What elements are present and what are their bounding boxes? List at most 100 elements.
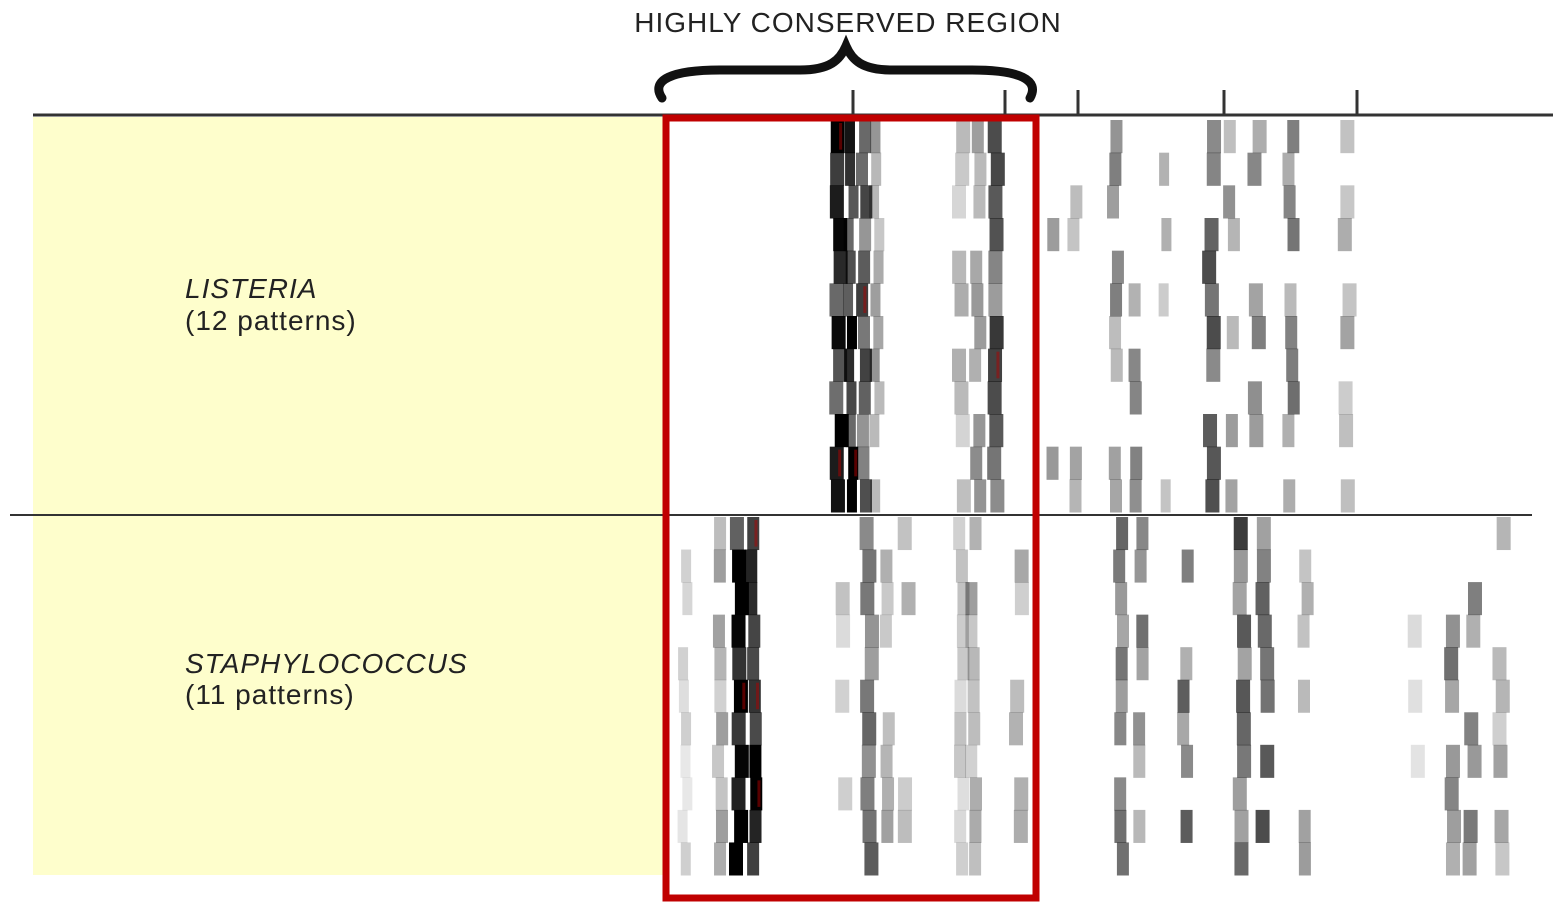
band xyxy=(861,744,876,778)
band xyxy=(1297,614,1310,648)
group-name: STAPHYLOCOCCUS xyxy=(185,648,468,679)
band xyxy=(1494,809,1509,843)
band xyxy=(1247,152,1262,186)
band xyxy=(1110,348,1123,382)
band xyxy=(1109,152,1122,186)
band xyxy=(1445,744,1460,778)
band xyxy=(869,414,880,448)
band xyxy=(952,348,967,382)
band xyxy=(1109,479,1122,513)
band xyxy=(1447,809,1462,843)
band xyxy=(863,286,867,313)
band-patterns xyxy=(677,120,1511,876)
band xyxy=(954,283,969,317)
band xyxy=(1260,679,1275,713)
band xyxy=(956,614,969,648)
band xyxy=(1248,283,1263,317)
band xyxy=(757,780,761,807)
band xyxy=(838,449,842,477)
band xyxy=(747,647,760,681)
band xyxy=(989,316,1004,350)
band xyxy=(860,582,875,616)
band xyxy=(829,381,844,415)
band xyxy=(1010,679,1025,713)
band xyxy=(1338,381,1353,415)
band xyxy=(1493,744,1508,778)
band xyxy=(956,479,971,513)
band xyxy=(854,449,858,477)
band xyxy=(969,842,982,876)
band xyxy=(956,842,969,876)
band xyxy=(714,647,727,681)
band xyxy=(1340,316,1355,350)
band xyxy=(1342,283,1357,317)
band xyxy=(677,809,688,843)
band xyxy=(756,682,760,710)
band xyxy=(1130,446,1143,480)
band xyxy=(973,185,986,219)
band xyxy=(955,414,970,448)
band xyxy=(1111,250,1124,284)
band xyxy=(988,185,1003,219)
band xyxy=(1408,679,1423,713)
band xyxy=(715,777,728,811)
band xyxy=(869,185,880,219)
band xyxy=(1492,647,1507,681)
band xyxy=(836,614,851,648)
band xyxy=(729,842,744,876)
band xyxy=(860,185,873,219)
band xyxy=(747,842,760,876)
band xyxy=(714,517,727,551)
band xyxy=(971,120,984,154)
band xyxy=(829,185,844,219)
band xyxy=(1495,679,1510,713)
band xyxy=(897,517,912,551)
band xyxy=(1115,647,1128,681)
band xyxy=(1181,744,1194,778)
band xyxy=(1116,517,1129,551)
band xyxy=(1014,582,1029,616)
band xyxy=(1237,744,1252,778)
band xyxy=(1298,809,1311,843)
band xyxy=(833,250,848,284)
band xyxy=(974,479,987,513)
band xyxy=(1136,647,1149,681)
band xyxy=(714,842,727,876)
band xyxy=(965,614,978,648)
band xyxy=(731,712,746,746)
band xyxy=(1340,479,1355,513)
band xyxy=(733,679,748,713)
band xyxy=(1444,777,1459,811)
band xyxy=(859,120,872,154)
band xyxy=(869,348,880,382)
band xyxy=(835,582,850,616)
band xyxy=(1234,842,1249,876)
band xyxy=(1115,679,1128,713)
brace xyxy=(654,34,1037,103)
band xyxy=(848,185,859,219)
band xyxy=(1232,582,1247,616)
band xyxy=(954,381,969,415)
band xyxy=(860,777,875,811)
band xyxy=(1252,120,1267,154)
band xyxy=(1108,446,1121,480)
band xyxy=(898,777,913,811)
band xyxy=(835,679,850,713)
band xyxy=(1206,348,1221,382)
band xyxy=(1114,809,1127,843)
band xyxy=(1206,316,1221,350)
band xyxy=(1134,549,1147,583)
band xyxy=(971,283,984,317)
band xyxy=(1445,614,1460,648)
band xyxy=(1223,120,1236,154)
band xyxy=(846,479,857,513)
band xyxy=(1223,185,1236,219)
band xyxy=(1340,185,1355,219)
band xyxy=(1047,218,1060,252)
band xyxy=(859,348,872,382)
band xyxy=(731,777,746,811)
band xyxy=(845,152,856,186)
band xyxy=(843,218,854,252)
band xyxy=(1251,316,1266,350)
